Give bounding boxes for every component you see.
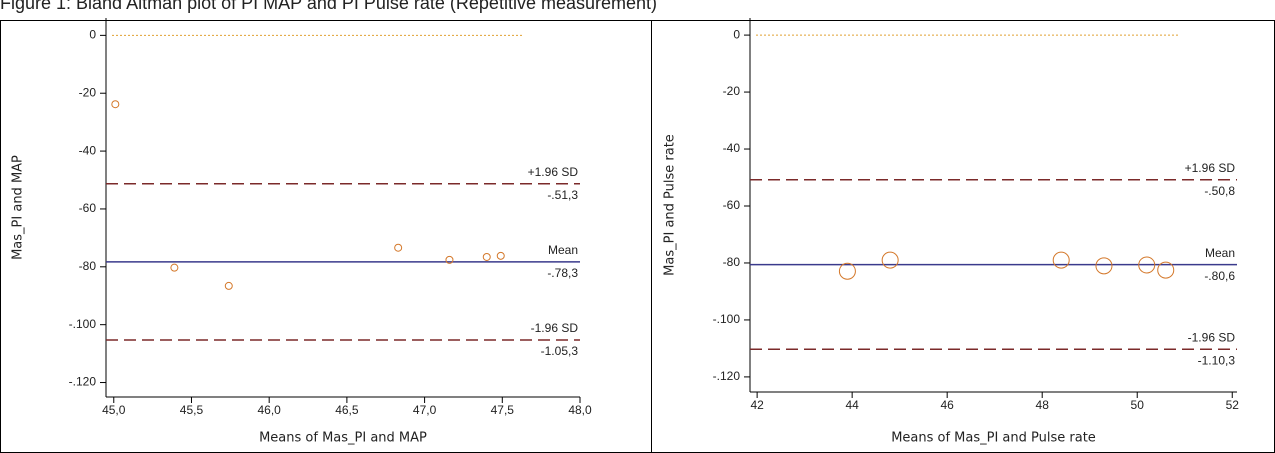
y-tick-label: -80 bbox=[79, 259, 97, 273]
point bbox=[1138, 256, 1156, 274]
x-tick-label: 42 bbox=[750, 398, 764, 412]
x-tick-label: 48 bbox=[1036, 398, 1050, 412]
panel-frame bbox=[0, 20, 652, 453]
y-axis-label: Mas_PI and Pulse rate bbox=[663, 134, 678, 276]
line-value: -.50,8 bbox=[1204, 184, 1235, 198]
point bbox=[496, 251, 505, 260]
y-tick-label: -40 bbox=[723, 141, 741, 155]
figure-title: Figure 1: Bland Altman plot of PI MAP an… bbox=[0, 0, 657, 13]
x-tick-label: 50 bbox=[1131, 398, 1145, 412]
point bbox=[482, 252, 491, 261]
point bbox=[445, 255, 454, 264]
line-name: +1.96 SD bbox=[1185, 161, 1236, 175]
y-tick-label: -20 bbox=[723, 84, 741, 98]
line-name: Mean bbox=[1205, 246, 1235, 260]
y-tick-label: -.120 bbox=[713, 369, 741, 383]
point bbox=[1157, 261, 1175, 279]
x-tick-label: 47,0 bbox=[413, 403, 437, 417]
x-tick-label: 46,0 bbox=[258, 403, 282, 417]
point bbox=[394, 243, 403, 252]
x-tick-label: 45,5 bbox=[180, 403, 204, 417]
x-tick-label: 46,5 bbox=[335, 403, 359, 417]
point bbox=[1052, 251, 1070, 269]
x-axis-label: Means of Mas_PI and Pulse rate bbox=[891, 431, 1096, 446]
x-tick-label: 44 bbox=[845, 398, 859, 412]
x-tick-label: 47,5 bbox=[491, 403, 515, 417]
panel-frame bbox=[651, 20, 1275, 453]
y-tick-label: -.100 bbox=[69, 317, 97, 331]
y-tick-label: -60 bbox=[723, 198, 741, 212]
y-tick-label: -.120 bbox=[69, 375, 97, 389]
x-tick-label: 48,0 bbox=[568, 403, 592, 417]
x-tick-label: 52 bbox=[1226, 398, 1240, 412]
y-tick-label: -.100 bbox=[713, 312, 741, 326]
x-axis-label: Means of Mas_PI and MAP bbox=[259, 431, 427, 446]
point bbox=[111, 100, 120, 109]
y-tick-label: -20 bbox=[79, 85, 97, 99]
point bbox=[838, 262, 856, 280]
y-tick-label: -60 bbox=[79, 201, 97, 215]
point bbox=[224, 281, 233, 290]
line-name: -1.96 SD bbox=[531, 321, 579, 335]
point bbox=[170, 263, 179, 272]
x-tick-label: 45,0 bbox=[102, 403, 126, 417]
line-value: -1.10,3 bbox=[1198, 353, 1236, 367]
line-value: -.80,6 bbox=[1204, 269, 1235, 283]
y-axis-label: Mas_PI and MAP bbox=[11, 155, 26, 260]
line-value: -.51,3 bbox=[547, 188, 578, 202]
y-tick-label: 0 bbox=[733, 27, 740, 41]
line-name: +1.96 SD bbox=[528, 165, 579, 179]
point bbox=[1095, 257, 1113, 275]
line-name: -1.96 SD bbox=[1188, 330, 1236, 344]
line-name: Mean bbox=[548, 243, 578, 257]
y-tick-label: -80 bbox=[723, 255, 741, 269]
y-tick-label: 0 bbox=[89, 28, 96, 42]
line-value: -1.05,3 bbox=[541, 344, 579, 358]
line-value: -.78,3 bbox=[547, 266, 578, 280]
point bbox=[881, 251, 899, 269]
y-tick-label: -40 bbox=[79, 143, 97, 157]
x-tick-label: 46 bbox=[940, 398, 954, 412]
